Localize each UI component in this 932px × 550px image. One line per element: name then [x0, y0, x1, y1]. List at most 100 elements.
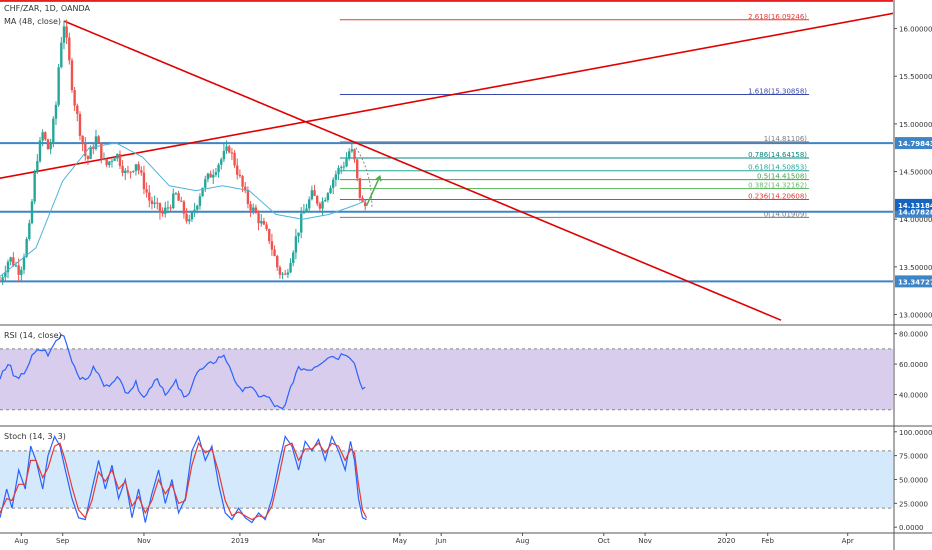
- candle-body: [193, 209, 196, 213]
- candle-body: [52, 118, 55, 144]
- candle-body: [57, 67, 60, 105]
- rsi-line: [0, 334, 366, 410]
- candle-body: [166, 207, 170, 209]
- price-tag-label: 14.79843: [898, 140, 932, 148]
- candle-body: [86, 156, 90, 159]
- x-tick-label: Aug: [516, 537, 530, 545]
- candle-body: [92, 147, 95, 149]
- candle-body: [305, 208, 308, 211]
- candle-body: [54, 104, 58, 119]
- x-tick-label: Oct: [598, 537, 610, 545]
- x-tick-label: Aug: [14, 537, 28, 545]
- candle-body: [102, 158, 106, 160]
- candle-body: [358, 178, 362, 198]
- fib-level-label: 1.618(15.30858): [748, 87, 807, 95]
- price-tick-label: 14.00000: [899, 216, 932, 224]
- candle-body: [284, 273, 287, 275]
- candle-body: [105, 158, 108, 166]
- candle-body: [137, 164, 140, 171]
- candle-body: [33, 172, 36, 202]
- candle-body: [326, 193, 330, 201]
- fib-level-label: 0.236(14.20608): [748, 193, 807, 201]
- candle-body: [17, 265, 20, 275]
- candle-body: [204, 179, 207, 188]
- candle-body: [281, 273, 284, 275]
- candle-body: [62, 26, 66, 43]
- trend-line: [0, 12, 894, 179]
- price-tick-label: 13.00000: [899, 311, 932, 319]
- stoch-tick-label: 50.0000: [899, 477, 928, 485]
- candle-body: [169, 207, 172, 209]
- fib-level-label: 0(14.01909): [764, 210, 808, 218]
- price-tag: [895, 137, 932, 150]
- candle-body: [41, 132, 44, 141]
- price-tick-label: 15.00000: [899, 121, 932, 129]
- x-tick-label: May: [393, 537, 407, 545]
- rsi-tick-label: 40.0000: [899, 392, 928, 400]
- candle-body: [0, 281, 2, 283]
- chart-title: CHF/ZAR, 1D, OANDA: [4, 4, 90, 13]
- candle-body: [332, 179, 335, 188]
- candle-body: [70, 60, 74, 91]
- candle-body: [262, 221, 266, 225]
- candle-body: [310, 190, 314, 200]
- candle-body: [292, 252, 295, 263]
- rsi-title: RSI (14, close): [4, 331, 62, 340]
- candle-body: [84, 143, 87, 157]
- candle-body: [65, 26, 68, 38]
- candle-body: [260, 221, 263, 224]
- projection-path: [355, 147, 373, 207]
- candle-body: [6, 261, 10, 273]
- candle-body: [140, 170, 143, 173]
- candle-body: [217, 164, 220, 173]
- candle-body: [249, 204, 252, 211]
- candle-body: [350, 149, 354, 152]
- candle-body: [252, 207, 255, 211]
- candle-body: [156, 202, 159, 204]
- candle-body: [124, 170, 127, 173]
- candle-body: [273, 249, 276, 256]
- candle-body: [289, 262, 292, 273]
- x-tick-label: Jun: [435, 537, 447, 545]
- stoch-tick-label: 0.0000: [899, 524, 924, 532]
- candle-body: [286, 272, 290, 275]
- candle-body: [4, 272, 7, 278]
- candle-body: [363, 202, 367, 207]
- x-tick-label: Feb: [762, 537, 775, 545]
- candle-body: [134, 164, 138, 171]
- candle-body: [294, 236, 298, 253]
- x-tick-label: Sep: [56, 537, 70, 545]
- candle-body: [329, 187, 332, 194]
- candle-body: [1, 277, 4, 282]
- candles-group: [0, 19, 367, 286]
- candle-body: [230, 152, 234, 154]
- candle-body: [150, 200, 154, 204]
- candle-body: [172, 193, 175, 209]
- candle-body: [126, 170, 130, 172]
- fib-level-label: 0.786(14.64158): [748, 151, 807, 159]
- stoch-tick-label: 75.0000: [899, 453, 928, 461]
- candle-body: [270, 241, 274, 250]
- stoch-title: Stoch (14, 3, 3): [4, 432, 66, 441]
- candle-body: [185, 213, 188, 222]
- candle-body: [257, 213, 260, 224]
- candle-body: [241, 175, 244, 187]
- candle-body: [340, 167, 343, 169]
- candle-body: [12, 257, 15, 266]
- candle-body: [361, 197, 364, 203]
- candle-body: [81, 135, 84, 144]
- x-tick-label: Apr: [842, 537, 854, 545]
- fib-level-label: 1(14.81106): [764, 135, 808, 143]
- candle-body: [265, 224, 268, 230]
- candle-body: [246, 190, 250, 205]
- x-tick-label: Nov: [137, 537, 151, 545]
- stoch-line: [0, 441, 368, 521]
- candle-body: [76, 105, 79, 115]
- candle-body: [228, 146, 231, 153]
- candle-body: [225, 146, 228, 151]
- fib-level-label: 2.618(16.09246): [748, 13, 807, 21]
- candle-body: [182, 201, 186, 214]
- candle-body: [206, 173, 210, 180]
- candle-body: [190, 212, 194, 220]
